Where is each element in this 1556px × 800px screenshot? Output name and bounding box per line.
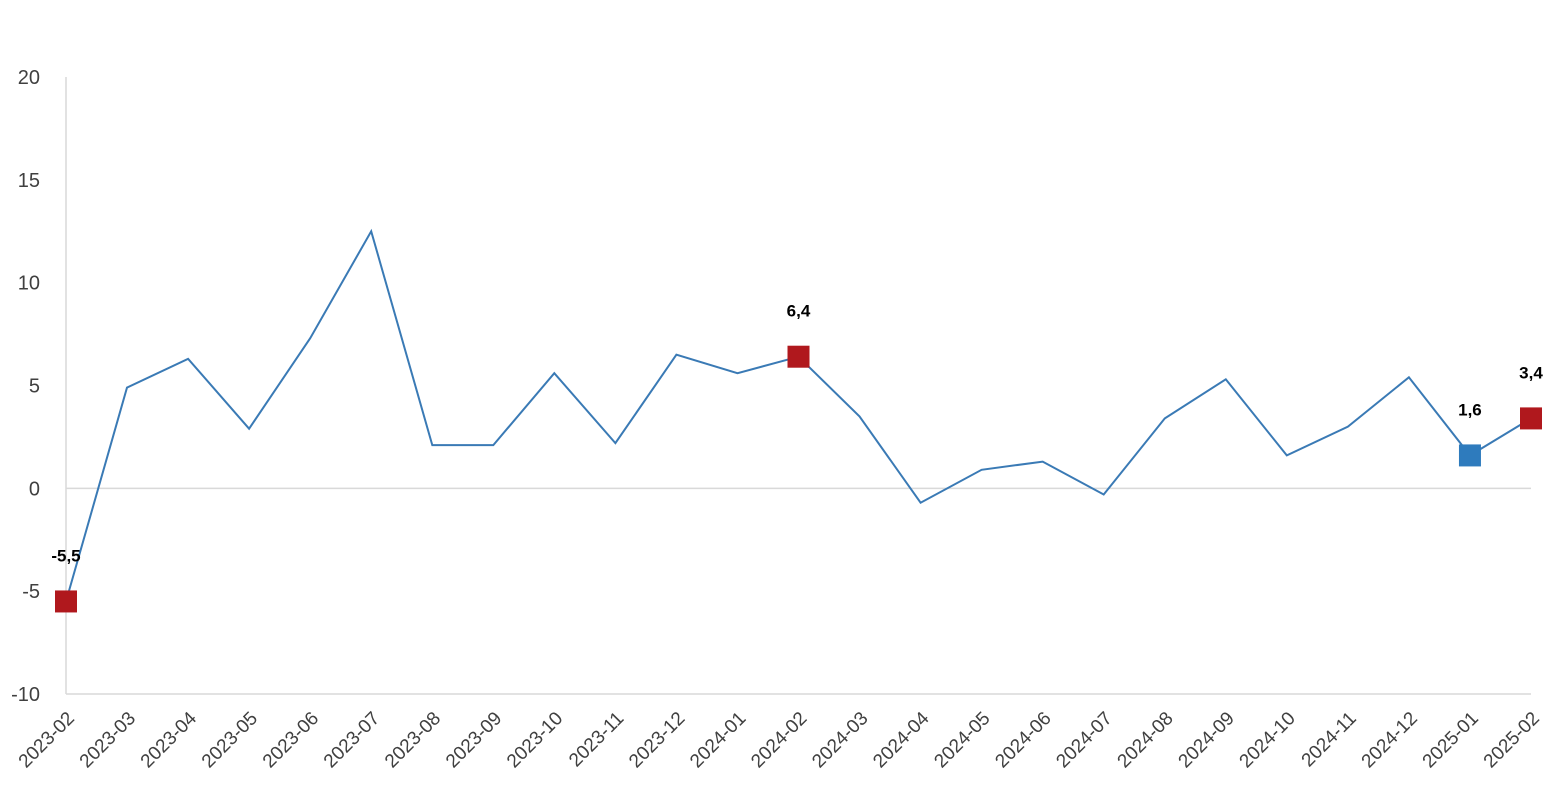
y-tick-label: -10 [11, 684, 40, 706]
data-label: 6,4 [787, 302, 811, 321]
x-tick-label: 2025-02 [1480, 708, 1544, 772]
x-tick-label: 2025-01 [1419, 708, 1483, 772]
highlight-marker [787, 345, 810, 368]
x-tick-label: 2023-08 [381, 708, 445, 772]
x-tick-label: 2024-04 [869, 708, 933, 772]
x-tick-label: 2023-05 [198, 708, 262, 772]
data-label: 3,4 [1519, 363, 1543, 382]
x-tick-label: 2024-10 [1236, 708, 1300, 772]
x-tick-label: 2024-07 [1052, 708, 1116, 772]
x-tick-label: 2024-05 [930, 708, 994, 772]
x-tick-label: 2024-12 [1358, 708, 1422, 772]
series-line [65, 228, 1532, 602]
x-tick-label: 2023-09 [442, 708, 506, 772]
chart-series [65, 228, 1532, 602]
chart-data-labels: -5,5 6,4 1,6 3,4 [51, 302, 1543, 566]
y-tick-label: 5 [29, 376, 40, 398]
x-tick-label: 2024-09 [1175, 708, 1239, 772]
x-tick-label: 2023-11 [565, 708, 628, 771]
y-tick-label: 15 [18, 170, 40, 192]
x-tick-label: 2024-08 [1114, 708, 1178, 772]
x-tick-label: 2024-06 [991, 708, 1055, 772]
chart-markers [55, 345, 1542, 613]
x-tick-label: 2023-06 [259, 708, 323, 772]
x-tick-label: 2023-04 [137, 708, 201, 772]
x-tick-label: 2024-03 [808, 708, 872, 772]
y-tick-label: 10 [18, 273, 40, 295]
highlight-marker [55, 590, 77, 613]
highlight-marker [1520, 407, 1542, 430]
data-label: 1,6 [1458, 400, 1482, 419]
x-tick-label: 2023-03 [76, 708, 140, 772]
x-tick-label: 2023-07 [320, 708, 384, 772]
x-tick-label: 2023-02 [15, 708, 79, 772]
y-tick-label: -5 [22, 581, 40, 603]
x-tick-label: 2024-02 [747, 708, 811, 772]
data-label: -5,5 [51, 546, 80, 565]
x-tick-label: 2023-12 [625, 708, 689, 772]
x-tick-label: 2024-11 [1298, 708, 1361, 771]
y-tick-label: 20 [18, 67, 40, 89]
y-tick-label: 0 [29, 478, 40, 500]
x-tick-label: 2024-01 [686, 708, 750, 772]
x-tick-label: 2023-10 [503, 708, 567, 772]
highlight-marker [1458, 444, 1481, 467]
